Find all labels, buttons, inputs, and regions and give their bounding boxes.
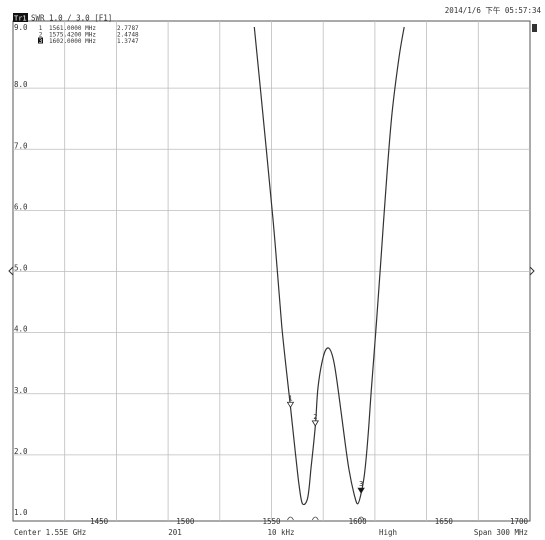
footer-points: 201 — [168, 528, 182, 537]
marker-bottom-indicator — [287, 516, 294, 521]
marker-triangle — [357, 487, 365, 494]
reference-arrow-right — [529, 266, 535, 276]
x-tick-label: 1500 — [176, 517, 195, 526]
marker-layer: 1 2 3 — [286, 394, 365, 521]
y-tick-label: 8.0 — [14, 80, 28, 89]
marker-table-value: 2.4748 — [117, 32, 139, 39]
x-tick-label: 1450 — [90, 517, 109, 526]
marker-table-freq: 1561.0000 MHz — [49, 25, 96, 32]
marker-triangle — [311, 420, 320, 427]
y-tick-label: 2.0 — [14, 447, 28, 456]
marker-table-num: 1 — [39, 25, 43, 32]
marker-table-value: 2.7787 — [117, 25, 139, 32]
trace-info: SWR 1.0 / 3.0 [F1] — [31, 14, 112, 23]
grid — [13, 21, 530, 521]
y-tick-label: 7.0 — [14, 141, 28, 150]
marker-table-value: 1.3747 — [117, 38, 139, 45]
reference-arrow-left — [8, 266, 14, 276]
marker-active-box — [38, 37, 43, 44]
marker-table-num: 2 — [39, 32, 43, 39]
footer-ifbw: 10 kHz — [267, 528, 294, 537]
marker-label: 1 — [288, 394, 292, 402]
y-tick-label: 1.0 — [14, 508, 28, 517]
marker-table-num: 3 — [39, 38, 43, 45]
x-tick-label: 1650 — [435, 517, 454, 526]
y-tick-label: 5.0 — [14, 264, 28, 273]
y-tick-label: 4.0 — [14, 325, 28, 334]
y-tick-label: 6.0 — [14, 202, 28, 211]
x-tick-labels: 1450 1500 1550 1600 1650 1700 — [90, 517, 528, 526]
marker-bottom-indicator — [311, 516, 319, 521]
y-tick-label: 3.0 — [14, 386, 28, 395]
marker-label: 2 — [313, 413, 317, 421]
scroll-indicator[interactable] — [532, 24, 537, 32]
x-tick-label: 1550 — [262, 517, 281, 526]
marker-table: 1 1561.0000 MHz 2.7787 2 1575.4200 MHz 2.4748… — [38, 25, 139, 45]
footer-span: Span 300 MHz — [474, 528, 528, 537]
marker-triangle — [286, 401, 295, 409]
footer-power: High — [379, 528, 397, 537]
trace-tag: Tr1 — [14, 15, 27, 23]
trace-tag-box — [13, 13, 28, 22]
datetime-label: 2014/1/6 下午 05:57:34 — [445, 5, 542, 15]
marker-bottom-indicator — [357, 516, 365, 521]
marker-table-freq: 1602.0000 MHz — [49, 38, 96, 45]
footer-center: Center 1.55E GHz — [14, 528, 86, 537]
marker-label: 3 — [359, 480, 363, 488]
x-tick-label: 1600 — [349, 517, 368, 526]
marker-table-freq: 1575.4200 MHz — [49, 32, 96, 39]
x-tick-label: 1700 — [510, 517, 529, 526]
y-tick-labels: 9.0 8.0 7.0 6.0 5.0 4.0 3.0 2.0 1.0 — [14, 23, 28, 517]
y-tick-label: 9.0 — [14, 23, 28, 32]
